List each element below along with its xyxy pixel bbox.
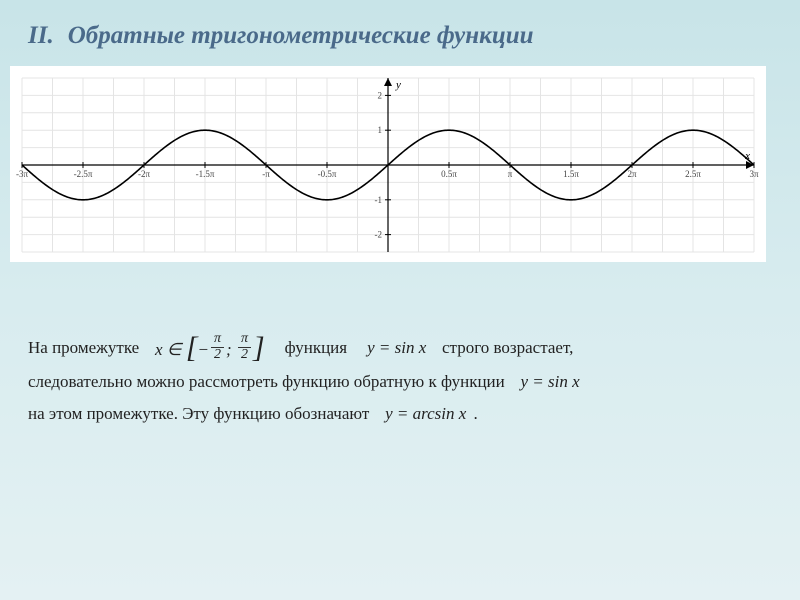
formula-sin: y = sin x [364,338,429,357]
svg-text:-2π: -2π [138,169,150,179]
text-frag: функция [285,338,347,357]
svg-text:-1: -1 [375,195,383,205]
title-number: II. [28,22,54,50]
svg-text:-2.5π: -2.5π [74,169,93,179]
paragraph-line-1: На промежутке x ∈ [ −π2 ; π2 ] функция y… [28,334,748,364]
svg-text:-3π: -3π [16,169,28,179]
text-frag: строго возрастает, [442,338,573,357]
body-text: На промежутке x ∈ [ −π2 ; π2 ] функция y… [28,334,748,427]
paragraph-line-2: следовательно можно рассмотреть функцию … [28,368,748,395]
svg-text:π: π [508,169,513,179]
title-text: Обратные тригонометрические функции [68,22,534,50]
svg-text:0.5π: 0.5π [441,169,457,179]
paragraph-line-3: на этом промежутке. Эту функцию обознача… [28,400,748,427]
interval-expression: x ∈ [ −π2 ; π2 ] [152,334,268,364]
slide-title: II. Обратные тригонометрические функции [28,22,772,50]
svg-text:1: 1 [378,125,383,135]
sine-plot-svg: yx-3π-2.5π-2π-1.5π-π-0.5π0.5ππ1.5π2π2.5π… [16,72,760,258]
formula-sin-2: y = sin x [518,372,583,391]
svg-text:2π: 2π [627,169,637,179]
text-frag: на этом промежутке. Эту функцию обознача… [28,404,369,423]
svg-text:-2: -2 [375,230,383,240]
formula-arcsin: y = arcsin x [382,404,469,423]
text-frag: следовательно можно рассмотреть функцию … [28,372,505,391]
text-frag: . [474,404,478,423]
svg-text:-0.5π: -0.5π [318,169,337,179]
svg-text:y: y [395,79,401,91]
text-frag: На промежутке [28,338,139,357]
svg-text:2.5π: 2.5π [685,169,701,179]
sine-chart: yx-3π-2.5π-2π-1.5π-π-0.5π0.5ππ1.5π2π2.5π… [10,66,766,262]
svg-text:-π: -π [262,169,270,179]
svg-text:3π: 3π [749,169,759,179]
svg-text:2: 2 [378,90,383,100]
svg-text:1.5π: 1.5π [563,169,579,179]
svg-text:-1.5π: -1.5π [196,169,215,179]
